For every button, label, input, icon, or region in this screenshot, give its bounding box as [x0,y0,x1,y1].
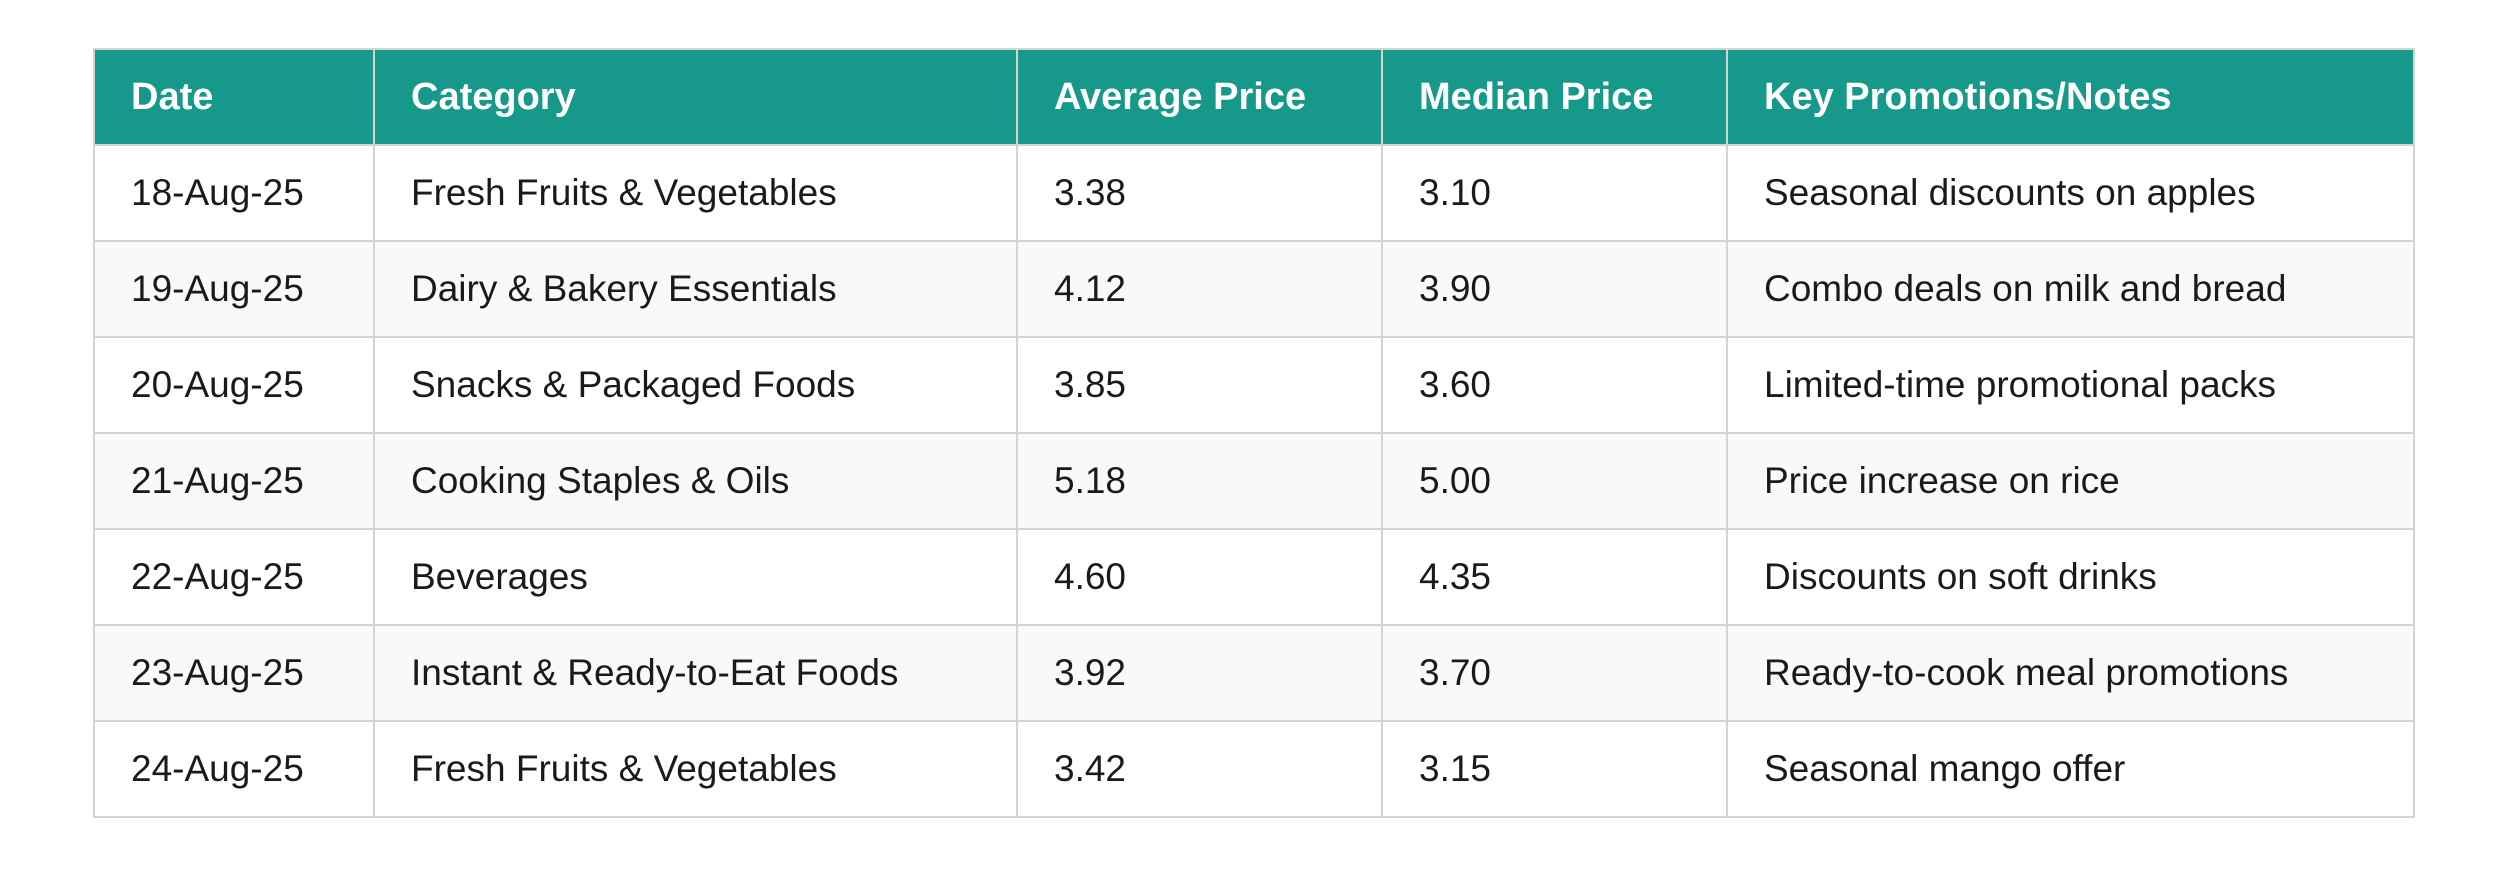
cell-notes: Seasonal discounts on apples [1726,144,2415,242]
cell-average-price: 4.60 [1016,528,1383,626]
header-average-price: Average Price [1016,48,1383,146]
cell-median-price: 3.15 [1381,720,1728,818]
cell-category: Dairy & Bakery Essentials [373,240,1018,338]
header-key-promotions: Key Promotions/Notes [1726,48,2415,146]
cell-category: Snacks & Packaged Foods [373,336,1018,434]
table-row: 23-Aug-25 Instant & Ready-to-Eat Foods 3… [93,624,2415,722]
header-row: Date Category Average Price Median Price… [93,48,2415,146]
cell-notes: Ready-to-cook meal promotions [1726,624,2415,722]
price-table-container: Date Category Average Price Median Price… [93,48,2415,818]
header-median-price: Median Price [1381,48,1728,146]
cell-category: Instant & Ready-to-Eat Foods [373,624,1018,722]
cell-median-price: 3.10 [1381,144,1728,242]
cell-date: 21-Aug-25 [93,432,375,530]
cell-median-price: 5.00 [1381,432,1728,530]
cell-category: Beverages [373,528,1018,626]
cell-average-price: 3.38 [1016,144,1383,242]
cell-notes: Combo deals on milk and bread [1726,240,2415,338]
price-table: Date Category Average Price Median Price… [93,48,2415,818]
cell-average-price: 4.12 [1016,240,1383,338]
cell-average-price: 5.18 [1016,432,1383,530]
table-body: 18-Aug-25 Fresh Fruits & Vegetables 3.38… [93,144,2415,818]
cell-median-price: 3.60 [1381,336,1728,434]
cell-notes: Discounts on soft drinks [1726,528,2415,626]
cell-median-price: 3.90 [1381,240,1728,338]
table-row: 19-Aug-25 Dairy & Bakery Essentials 4.12… [93,240,2415,338]
table-row: 20-Aug-25 Snacks & Packaged Foods 3.85 3… [93,336,2415,434]
cell-median-price: 3.70 [1381,624,1728,722]
cell-category: Fresh Fruits & Vegetables [373,144,1018,242]
cell-date: 20-Aug-25 [93,336,375,434]
cell-date: 22-Aug-25 [93,528,375,626]
cell-average-price: 3.85 [1016,336,1383,434]
cell-median-price: 4.35 [1381,528,1728,626]
table-row: 21-Aug-25 Cooking Staples & Oils 5.18 5.… [93,432,2415,530]
table-row: 18-Aug-25 Fresh Fruits & Vegetables 3.38… [93,144,2415,242]
cell-date: 23-Aug-25 [93,624,375,722]
header-category: Category [373,48,1018,146]
cell-date: 24-Aug-25 [93,720,375,818]
cell-notes: Seasonal mango offer [1726,720,2415,818]
cell-notes: Price increase on rice [1726,432,2415,530]
cell-category: Fresh Fruits & Vegetables [373,720,1018,818]
cell-average-price: 3.42 [1016,720,1383,818]
cell-category: Cooking Staples & Oils [373,432,1018,530]
cell-average-price: 3.92 [1016,624,1383,722]
table-row: 24-Aug-25 Fresh Fruits & Vegetables 3.42… [93,720,2415,818]
header-date: Date [93,48,375,146]
table-row: 22-Aug-25 Beverages 4.60 4.35 Discounts … [93,528,2415,626]
cell-date: 18-Aug-25 [93,144,375,242]
cell-notes: Limited-time promotional packs [1726,336,2415,434]
cell-date: 19-Aug-25 [93,240,375,338]
table-header: Date Category Average Price Median Price… [93,48,2415,146]
